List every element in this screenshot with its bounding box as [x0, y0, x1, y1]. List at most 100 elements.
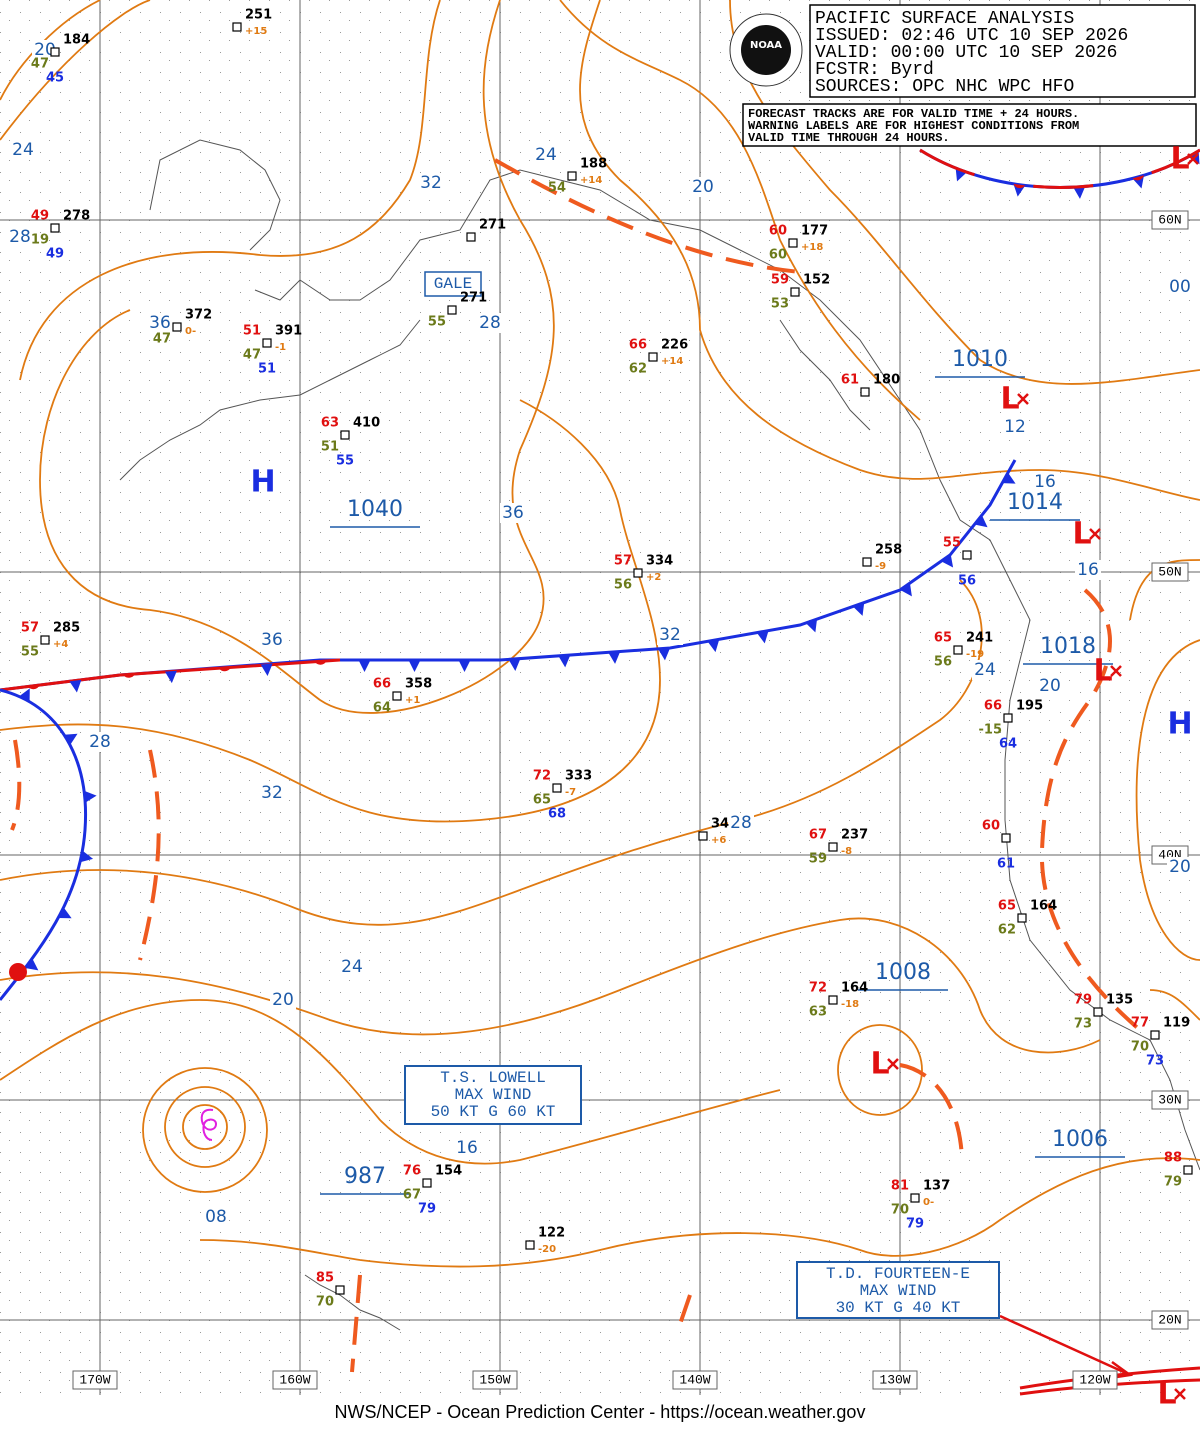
isobar-label-bg	[87, 732, 113, 752]
cold-front-triangle	[900, 583, 912, 597]
station-dewpoint: 47	[31, 57, 49, 72]
cold-front-triangle	[508, 658, 521, 671]
station-dewpoint: 60	[769, 248, 787, 263]
station-dewpoint: 47	[243, 348, 261, 363]
pressure-center: 1008	[875, 960, 931, 985]
station-pressure: 135	[1106, 993, 1133, 1008]
cold-front-triangle	[458, 660, 471, 672]
isobar-label: 28	[9, 227, 31, 247]
cold-front-triangle	[83, 790, 97, 803]
station-dewpoint: 70	[316, 1295, 334, 1310]
station-marker	[962, 550, 972, 560]
cold-front-triangle	[558, 655, 571, 668]
isobar-label-bg	[454, 1138, 480, 1158]
pressure-center: 987	[344, 1164, 386, 1189]
station-marker	[335, 1285, 345, 1295]
lon-label-box	[872, 1370, 918, 1390]
isobar-label-bg	[657, 625, 683, 645]
station-marker	[790, 287, 800, 297]
high-center: H	[1167, 707, 1192, 742]
station-tendency: -7	[565, 787, 576, 798]
isobar-label: 32	[659, 625, 681, 645]
isobar-label-bg	[339, 957, 365, 977]
station-marker	[698, 831, 708, 841]
station-pressure: 119	[1163, 1016, 1190, 1031]
storm-line: MAX WIND	[455, 1086, 532, 1104]
isobar-label-bg	[418, 173, 444, 193]
low-x	[887, 1058, 899, 1070]
isobar-label: 20	[692, 177, 714, 197]
station-dewpoint: 47	[153, 332, 171, 347]
station-pressure: 122	[538, 1226, 565, 1241]
coastline	[119, 139, 1200, 1331]
station-dewpoint: -15	[979, 723, 1003, 738]
storm-box	[796, 1261, 1000, 1319]
isobar-label: 16	[1077, 560, 1099, 580]
isobar-label: 28	[479, 313, 501, 333]
header-line: FCSTR: Byrd	[815, 60, 934, 80]
lon-label-box	[1072, 1370, 1118, 1390]
header-line: PACIFIC SURFACE ANALYSIS	[815, 9, 1074, 29]
station-pressure: 285	[53, 621, 80, 636]
station-tendency: +18	[801, 242, 823, 253]
low-center: L	[1093, 654, 1112, 689]
isobar-label: 24	[974, 660, 996, 680]
station-pressure: 251	[245, 8, 272, 23]
troughs	[10, 158, 1142, 1373]
station-temp: 55	[943, 536, 961, 551]
storm-line: 30 KT G 40 KT	[836, 1299, 961, 1317]
footer: NWS/NCEP - Ocean Prediction Center - htt…	[335, 1402, 866, 1422]
station-dewpoint: 59	[809, 852, 827, 867]
isobar-label-bg	[147, 313, 173, 333]
station-pressure: 164	[841, 981, 868, 996]
station-dewpoint: 54	[548, 181, 566, 196]
station-wave: 55	[336, 454, 354, 469]
station-temp: 72	[533, 769, 551, 784]
isobar-label-bg	[1002, 417, 1028, 437]
station-temp: 85	[316, 1271, 334, 1286]
isobar-label: 36	[261, 630, 283, 650]
station-marker	[860, 387, 870, 397]
station-dewpoint: 51	[321, 440, 339, 455]
lat-label-box	[1151, 1310, 1189, 1330]
isobar-label: 00	[1169, 277, 1191, 297]
front	[919, 148, 1200, 189]
station-marker	[828, 995, 838, 1005]
low-center: L	[870, 1047, 889, 1082]
station-wave: 51	[258, 362, 276, 377]
low-center: L	[1157, 1377, 1176, 1412]
lon-label: 150W	[479, 1372, 510, 1387]
front	[0, 688, 88, 1001]
cold-front-triangle	[1002, 472, 1016, 484]
cold-front-triangle	[852, 602, 865, 616]
station-dewpoint: 64	[373, 701, 391, 716]
station-tendency: -1	[275, 342, 286, 353]
lat-label: 50N	[1158, 564, 1181, 579]
cold-front-triangle	[941, 554, 954, 568]
isobar-label-bg	[270, 990, 296, 1010]
isobar-label-bg	[1075, 560, 1101, 580]
station-temp: 49	[31, 209, 49, 224]
pressure-center: 1010	[952, 347, 1008, 372]
station-marker	[40, 635, 50, 645]
low-x	[1017, 393, 1029, 405]
header-box	[809, 4, 1196, 98]
station-temp: 61	[841, 373, 859, 388]
noaa-logo-inner	[741, 25, 791, 75]
cold-front-triangle	[974, 515, 988, 528]
station-pressure: 278	[63, 209, 90, 224]
lon-label-box	[472, 1370, 518, 1390]
station-temp: 63	[321, 416, 339, 431]
lat-label: 30N	[1158, 1092, 1181, 1107]
station-dewpoint: 79	[1164, 1175, 1182, 1190]
lat-label: 20N	[1158, 1312, 1181, 1327]
cold-front-triangle	[63, 733, 78, 746]
station-temp: 59	[771, 273, 789, 288]
isobar-label-bg	[259, 783, 285, 803]
station-temp: 60	[769, 224, 787, 239]
notice-box	[742, 103, 1197, 147]
station-marker	[422, 1178, 432, 1188]
lon-label: 120W	[1079, 1372, 1110, 1387]
station-temp: 81	[891, 1179, 909, 1194]
cold-front-triangle	[805, 619, 818, 633]
